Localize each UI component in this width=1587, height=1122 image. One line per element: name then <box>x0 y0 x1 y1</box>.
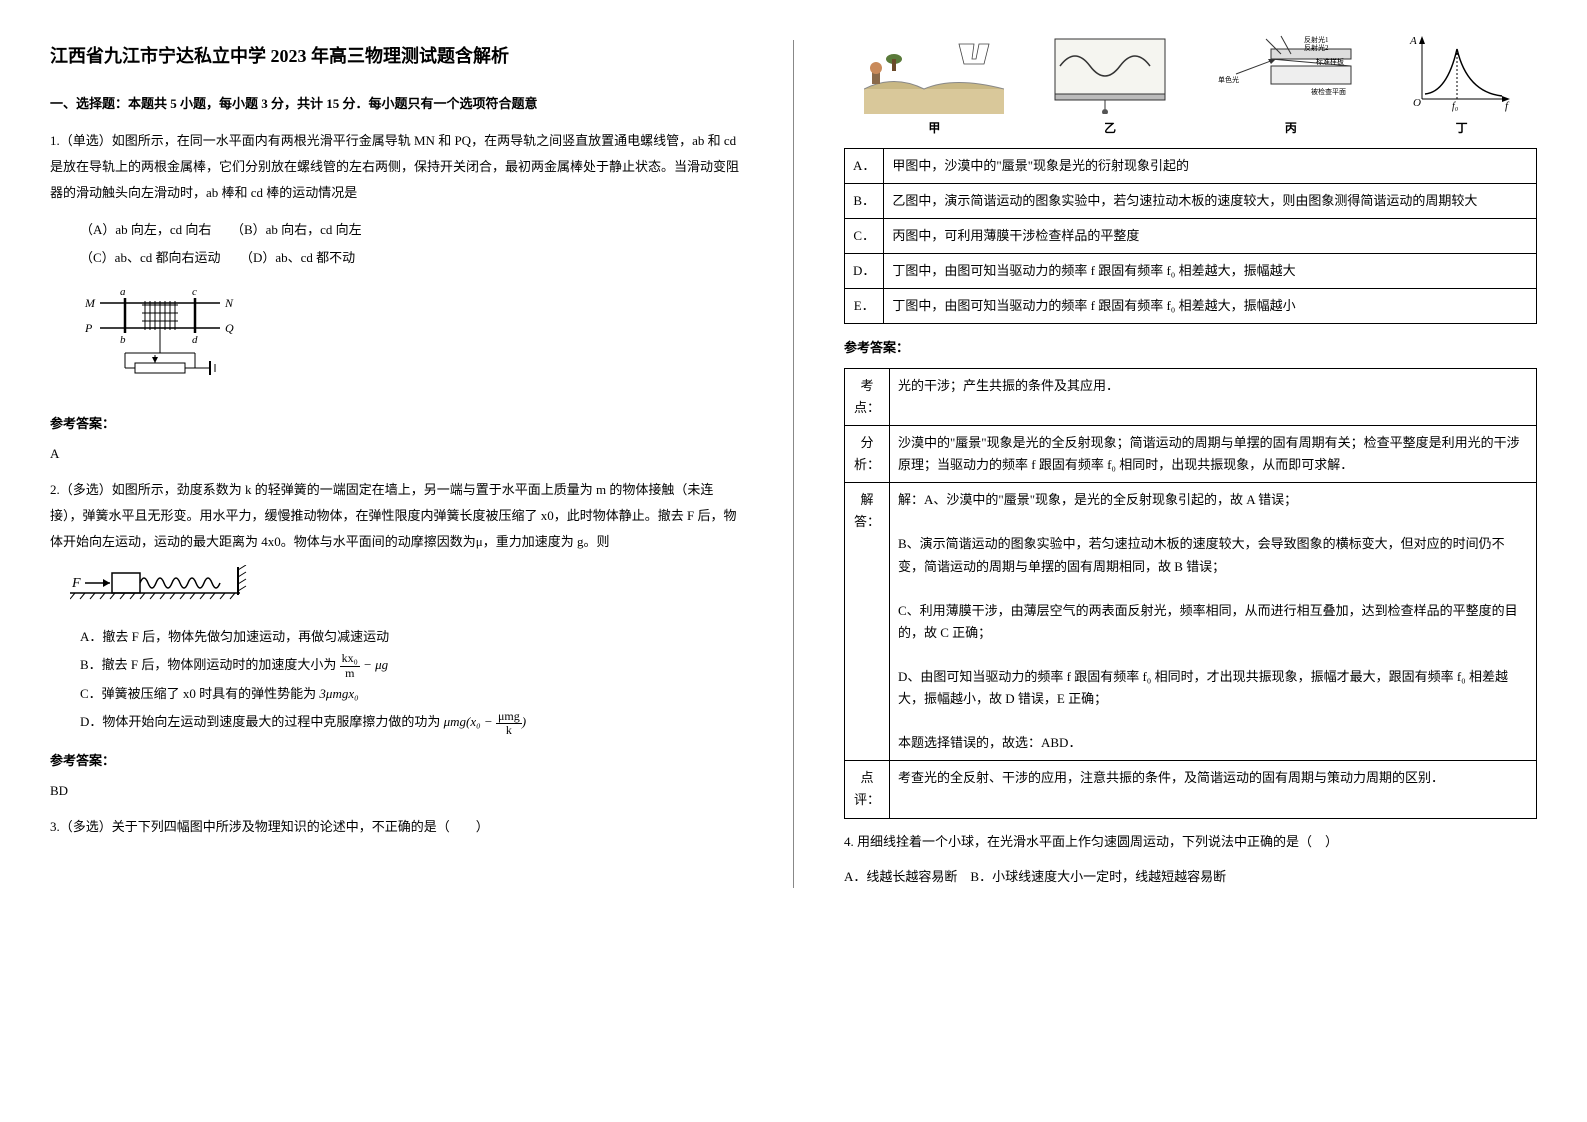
svg-text:单色光: 单色光 <box>1218 75 1239 84</box>
section-1-title: 一、选择题：本题共 5 小题，每小题 3 分，共计 15 分．每小题只有一个选项… <box>50 92 743 115</box>
q2-opt-d: D．物体开始向左运动到速度最大的过程中克服摩擦力做的功为 μmg(x₀ − μm… <box>80 708 743 737</box>
label-P: P <box>84 321 93 335</box>
q2-spring-figure: F <box>70 565 743 612</box>
fig-yi: 乙 <box>1045 34 1175 140</box>
question-4-stem: 4. 用细线拴着一个小球，在光滑水平面上作匀速圆周运动，下列说法中正确的是（ ） <box>844 829 1537 855</box>
table-row: 点评： 考查光的全反射、干涉的应用，注意共振的条件，及简谐运动的固有周期与策动力… <box>845 761 1537 818</box>
left-column: 江西省九江市宁达私立中学 2023 年高三物理测试题含解析 一、选择题：本题共 … <box>50 40 743 888</box>
table-row: D．丁图中，由图可知当驱动力的频率 f 跟固有频率 f₀ 相差越大，振幅越大 <box>845 254 1537 289</box>
q4-opt-a: A．线越长越容易断 <box>844 869 957 884</box>
q2-stem: 2.（多选）如图所示，劲度系数为 k 的轻弹簧的一端固定在墙上，另一端与置于水平… <box>50 482 736 549</box>
svg-text:反射光1: 反射光1 <box>1304 35 1329 44</box>
q1-opt-b: （B）ab 向右，cd 向左 <box>237 222 361 237</box>
label-a: a <box>120 286 126 298</box>
q2-opt-c: C．弹簧被压缩了 x0 时具有的弹性势能为 3μmgx₀ <box>80 680 743 709</box>
q3-answer-label: 参考答案： <box>844 336 1537 359</box>
q3-options-table: A．甲图中，沙漠中的"蜃景"现象是光的衍射现象引起的 B．乙图中，演示简谐运动的… <box>844 148 1537 324</box>
question-3-stem: 3.（多选）关于下列四幅图中所涉及物理知识的论述中，不正确的是（ ） <box>50 814 743 840</box>
label-F: F <box>71 576 81 591</box>
svg-text:A: A <box>1409 35 1417 47</box>
question-2: 2.（多选）如图所示，劲度系数为 k 的轻弹簧的一端固定在墙上，另一端与置于水平… <box>50 477 743 555</box>
q1-circuit-figure: M N P Q a b c d <box>80 283 743 400</box>
q1-answer-label: 参考答案： <box>50 412 743 435</box>
q1-answer: A <box>50 442 743 465</box>
svg-text:标准样板: 标准样板 <box>1316 57 1344 66</box>
fig-bing: 反射光1 反射光2 单色光 标准样板 被检查平面 丙 <box>1216 34 1366 140</box>
q1-opt-c: （C）ab、cd 都向右运动 <box>80 250 220 265</box>
svg-text:反射光2: 反射光2 <box>1304 43 1329 52</box>
q1-options: （A）ab 向左，cd 向右 （B）ab 向右，cd 向左 （C）ab、cd 都… <box>80 216 743 273</box>
table-row: 分析： 沙漠中的"蜃景"现象是光的全反射现象；简谐运动的周期与单摆的固有周期有关… <box>845 426 1537 483</box>
table-row: C．丙图中，可利用薄膜干涉检查样品的平整度 <box>845 219 1537 254</box>
table-row: B．乙图中，演示简谐运动的图象实验中，若匀速拉动木板的速度较大，则由图象测得简谐… <box>845 184 1537 219</box>
fig-ding: A O f₀ f 丁 <box>1407 34 1517 140</box>
label-d: d <box>192 334 198 346</box>
q2-opt-b: B．撤去 F 后，物体刚运动时的加速度大小为 kx₀m − μg <box>80 651 743 680</box>
svg-text:f: f <box>1505 100 1510 112</box>
q3-solution-table: 考点： 光的干涉；产生共振的条件及其应用． 分析： 沙漠中的"蜃景"现象是光的全… <box>844 368 1537 819</box>
label-b: b <box>120 334 126 346</box>
q1-opt-d: （D）ab、cd 都不动 <box>246 250 355 265</box>
label-Q: Q <box>225 321 234 335</box>
label-N: N <box>224 296 234 310</box>
svg-text:O: O <box>1413 97 1421 109</box>
right-column: 甲 乙 <box>844 40 1537 888</box>
q3-figures: 甲 乙 <box>844 40 1537 140</box>
column-divider <box>793 40 794 888</box>
q2-opt-a: A．撤去 F 后，物体先做匀加速运动，再做匀减速运动 <box>80 623 743 652</box>
table-row: A．甲图中，沙漠中的"蜃景"现象是光的衍射现象引起的 <box>845 149 1537 184</box>
table-row: E．丁图中，由图可知当驱动力的频率 f 跟固有频率 f₀ 相差越大，振幅越小 <box>845 289 1537 324</box>
page-title: 江西省九江市宁达私立中学 2023 年高三物理测试题含解析 <box>50 40 743 72</box>
q4-options: A．线越长越容易断 B．小球线速度大小一定时，线越短越容易断 <box>844 865 1537 888</box>
q2-answer: BD <box>50 779 743 802</box>
table-row: 解答： 解：A、沙漠中的"蜃景"现象，是光的全反射现象引起的，故 A 错误； B… <box>845 483 1537 761</box>
fig-jia: 甲 <box>864 34 1004 140</box>
svg-text:被检查平面: 被检查平面 <box>1311 87 1346 96</box>
question-1: 1.（单选）如图所示，在同一水平面内有两根光滑平行金属导轨 MN 和 PQ，在两… <box>50 128 743 206</box>
q1-opt-a: （A）ab 向左，cd 向右 <box>80 222 211 237</box>
label-c: c <box>192 286 197 298</box>
label-M: M <box>84 296 96 310</box>
q1-stem: 1.（单选）如图所示，在同一水平面内有两根光滑平行金属导轨 MN 和 PQ，在两… <box>50 133 739 200</box>
q2-answer-label: 参考答案： <box>50 749 743 772</box>
svg-text:f₀: f₀ <box>1452 101 1459 112</box>
q2-options: A．撤去 F 后，物体先做匀加速运动，再做匀减速运动 B．撤去 F 后，物体刚运… <box>80 623 743 738</box>
q4-opt-b: B．小球线速度大小一定时，线越短越容易断 <box>970 869 1226 884</box>
table-row: 考点： 光的干涉；产生共振的条件及其应用． <box>845 368 1537 425</box>
